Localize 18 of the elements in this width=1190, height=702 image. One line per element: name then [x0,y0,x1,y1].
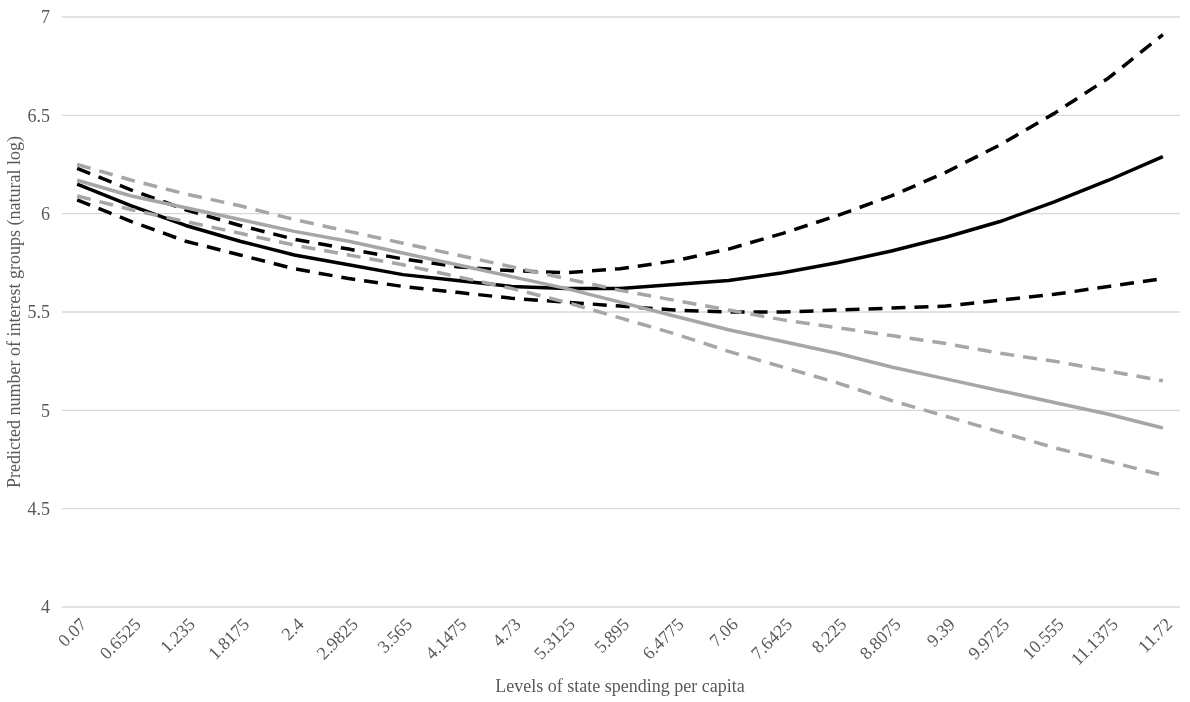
x-axis-title: Levels of state spending per capita [495,676,745,696]
y-tick-label: 4 [41,597,50,618]
y-tick-label: 7 [41,7,50,28]
x-tick-label: 7.06 [705,614,742,651]
x-tick-label: 4.73 [488,614,525,651]
x-tick-label: 2.4 [277,614,308,645]
y-tick-label: 5.5 [27,302,50,323]
y-axis-title: Predicted number of interest groups (natural log) [4,136,25,488]
y-tick-label: 5 [41,400,50,421]
y-tick-label: 6.5 [27,105,50,126]
line-series [75,178,1165,430]
x-tick-label: 9.39 [922,614,959,651]
x-tick-label: 0.07 [54,614,91,651]
line-series [75,154,1165,291]
line-series [75,162,1165,383]
y-tick-label: 4.5 [27,498,50,519]
y-tick-label: 6 [41,203,50,224]
line-series [75,32,1165,275]
